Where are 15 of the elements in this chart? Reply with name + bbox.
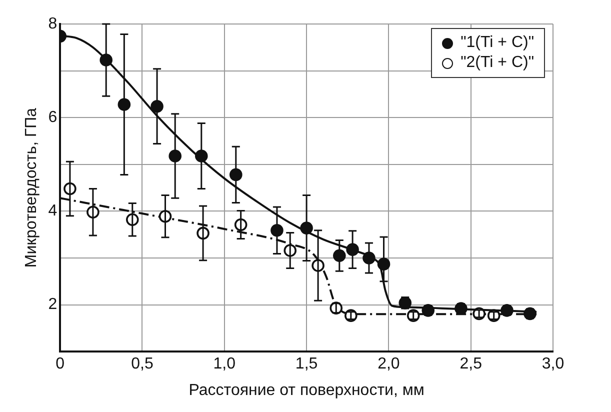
x-tick-label: 2,0 — [378, 356, 400, 373]
x-tick-label: 0,5 — [131, 356, 154, 373]
x-tick-label: 0 — [56, 356, 65, 373]
y-tick-label: 6 — [48, 109, 58, 126]
x-tick-label: 2,5 — [460, 356, 482, 373]
y-tick-label: 8 — [48, 15, 58, 32]
x-axis-title: Расстояние от поверхности, мм — [188, 382, 424, 399]
y-tick-label: 2 — [48, 296, 58, 314]
x-tick-label: 1,0 — [213, 356, 236, 373]
legend-label: "2(Ti + C)" — [460, 53, 534, 73]
y-tick-label: 4 — [48, 202, 58, 220]
legend-label: "1(Ti + C)" — [460, 33, 534, 53]
x-tick-label: 3,0 — [542, 356, 564, 373]
y-axis-title: Микротвердость, ГПа — [23, 108, 40, 268]
x-tick-label: 1,5 — [295, 356, 318, 373]
